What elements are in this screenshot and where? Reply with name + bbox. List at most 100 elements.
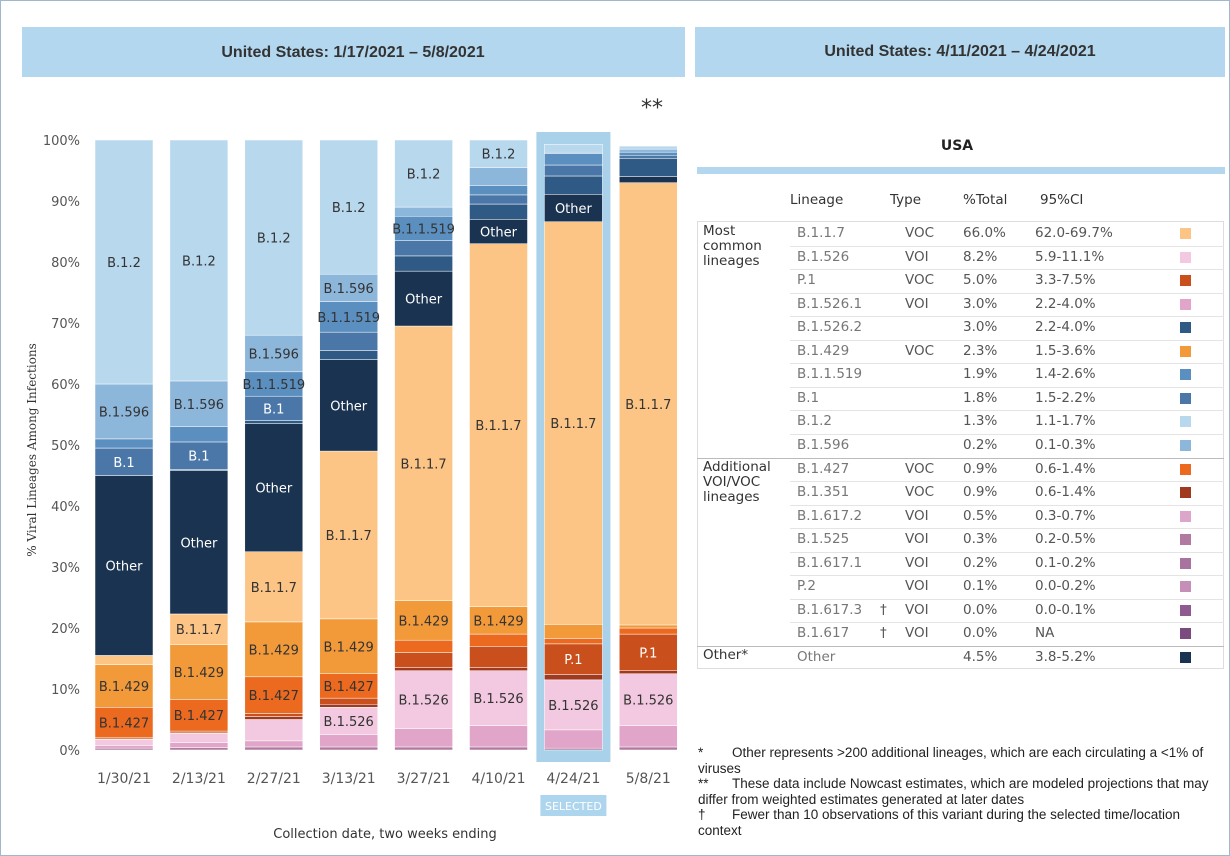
bar-segment (544, 144, 603, 153)
ci: 1.1-1.7% (1035, 413, 1096, 430)
selected-chip (540, 795, 607, 816)
segment-label: B.1.429 (473, 614, 523, 629)
bar-segment (319, 704, 378, 708)
segment-label: B.1.526 (623, 694, 673, 709)
segment-label: B.1.2 (107, 256, 141, 271)
segment-label: B.1.596 (249, 348, 299, 363)
bar-segment (469, 219, 528, 244)
total: 4.5% (963, 648, 998, 665)
bar-segment (244, 621, 304, 678)
bar-segment (394, 139, 453, 208)
ci: 0.1-0.3% (1035, 436, 1096, 453)
segment-label: B.1 (113, 456, 134, 471)
bar-segment (394, 206, 453, 217)
swatch (1180, 581, 1191, 593)
footnote-symbol: * (698, 745, 704, 760)
bar-segment (94, 745, 154, 749)
bar-segment (394, 639, 453, 653)
bar-segment (169, 441, 229, 470)
bar-segment (544, 221, 603, 625)
segment-label: B.1 (188, 450, 209, 465)
footnote-text: Fewer than 10 observations of this varia… (698, 807, 1180, 838)
lineage: B.1.1.519 (797, 366, 863, 383)
swatch (1180, 322, 1191, 334)
swatch (1180, 604, 1191, 616)
ci: 2.2-4.0% (1035, 295, 1096, 312)
bar-segment (544, 624, 603, 639)
row-divider (790, 292, 1224, 294)
swatch (1180, 345, 1191, 357)
lineage: B.1.429 (797, 342, 850, 359)
row-divider (790, 410, 1224, 412)
dagger: † (880, 601, 887, 618)
bar-segment (469, 185, 528, 196)
type: VOI (905, 248, 929, 265)
x-tick-label: 2/27/21 (247, 771, 301, 787)
y-tick-label: 0% (59, 744, 80, 759)
bar-segment (544, 175, 603, 195)
ci: NA (1035, 625, 1055, 642)
bar-segment (394, 216, 453, 241)
swatch (1180, 392, 1191, 404)
segment-label: B.1.2 (407, 168, 441, 183)
swatch (1180, 228, 1191, 239)
row-divider (790, 528, 1224, 530)
type: VOC (905, 460, 935, 477)
type: VOC (905, 484, 935, 501)
ci: 1.5-2.2% (1035, 389, 1096, 406)
bar-segment (169, 644, 229, 700)
y-tick-label: 50% (51, 439, 80, 454)
segment-label: B.1.427 (99, 717, 149, 732)
segment-label: P.1 (639, 646, 657, 661)
lineage: B.1.526 (797, 248, 850, 265)
y-tick-label: 90% (51, 195, 80, 210)
segment-label: Other (330, 399, 368, 414)
swatch (1180, 275, 1191, 287)
segment-label: Other (255, 482, 293, 497)
bar-segment (619, 176, 678, 183)
bar-segment (469, 725, 528, 748)
header-band (22, 27, 685, 77)
bar-segment (319, 450, 378, 620)
bar-segment (619, 670, 678, 675)
lineage: B.1.617 (797, 625, 850, 642)
segment-label: B.1.429 (249, 643, 299, 658)
bar-segment (544, 674, 603, 681)
segment-label: B.1.1.519 (317, 311, 380, 326)
bar-segment (469, 167, 528, 186)
segment-label: B.1.2 (332, 201, 366, 216)
x-tick-label: 1/30/21 (97, 771, 151, 787)
bar-segment (319, 139, 378, 275)
bar-segment (94, 475, 154, 656)
type: VOI (905, 507, 929, 524)
footnote: † Fewer than 10 observations of this vari… (698, 807, 1226, 838)
type: VOI (905, 601, 929, 618)
ci: 3.3-7.5% (1035, 272, 1096, 289)
lineage: B.1.596 (797, 436, 850, 453)
segment-label: Other (480, 226, 518, 241)
y-tick-label: 70% (51, 317, 80, 332)
bar-segment (544, 729, 603, 749)
bar-segment (619, 158, 678, 177)
total: 0.0% (963, 601, 998, 618)
ci: 62.0-69.7% (1035, 225, 1113, 241)
row-divider (790, 481, 1224, 483)
swatch (1180, 651, 1191, 663)
bar-segment (319, 331, 378, 351)
segment-label: Other (106, 559, 144, 574)
total: 8.2% (963, 248, 998, 265)
segment-label: B.1.427 (174, 709, 224, 724)
total: 66.0% (963, 225, 1006, 241)
bar-segment (244, 139, 304, 336)
segment-label: B.1.1.7 (251, 581, 297, 596)
row-divider (790, 598, 1224, 600)
segment-label: B.1.526 (473, 692, 523, 707)
y-tick-label: 80% (51, 256, 80, 271)
segment-label: B.1.429 (99, 680, 149, 695)
segment-label: B.1.1.7 (176, 623, 222, 638)
footnote: * Other represents >200 additional lineag… (698, 745, 1226, 776)
column-header: Type (890, 192, 922, 208)
bar-segment (244, 716, 304, 720)
x-tick-label: 3/27/21 (397, 771, 451, 787)
row-divider (790, 551, 1224, 553)
